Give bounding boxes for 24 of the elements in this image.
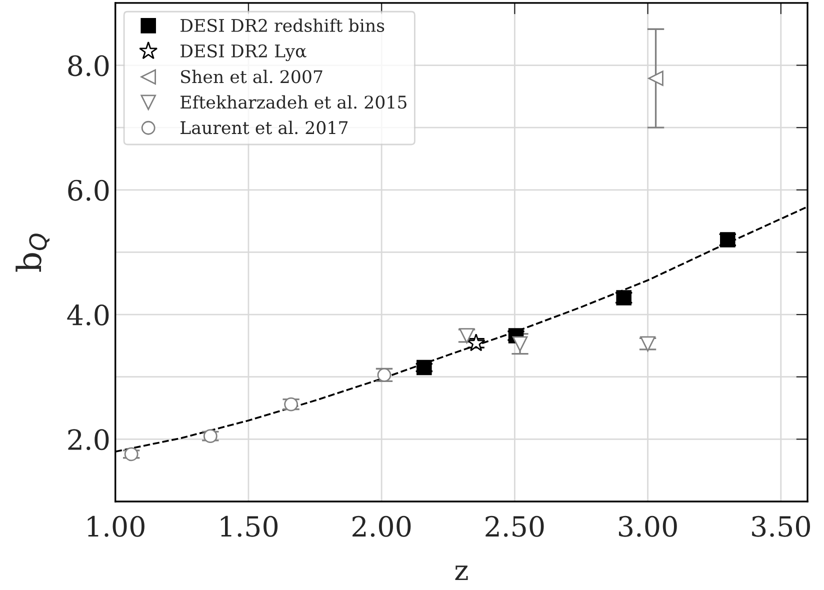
legend-label: Shen et al. 2007 (181, 70, 322, 84)
legend-label: Eftekharzadeh et al. 2015 (180, 95, 406, 109)
point (466, 333, 486, 352)
legend-label: DESI DR2 Lyα (180, 44, 306, 62)
point (512, 336, 528, 352)
x-tick-label: 1.00 (88, 516, 144, 537)
y-tick-label: 8.0 (68, 55, 109, 76)
y-tick-label: 2.0 (68, 429, 109, 450)
x-tick-label: 3.00 (618, 516, 677, 537)
point (648, 70, 664, 86)
y-tick-label: 4.0 (67, 304, 109, 326)
x-axis-title: z (455, 566, 468, 580)
y-tick-label: 6.0 (68, 180, 109, 201)
legend-label: Laurent et al. 2017 (180, 120, 348, 134)
y-axis-title: b$_{Q}$ (16, 234, 50, 272)
point (284, 397, 298, 412)
point (203, 429, 218, 444)
x-tick-label: 3.50 (752, 516, 810, 537)
x-tick-label: 1.50 (220, 516, 278, 537)
point (124, 447, 138, 462)
legend-label: DESI DR2 redshift bins (180, 18, 384, 32)
x-tick-label: 2.00 (352, 516, 411, 537)
point (416, 360, 432, 376)
x-tick-label: 2.50 (486, 516, 544, 537)
